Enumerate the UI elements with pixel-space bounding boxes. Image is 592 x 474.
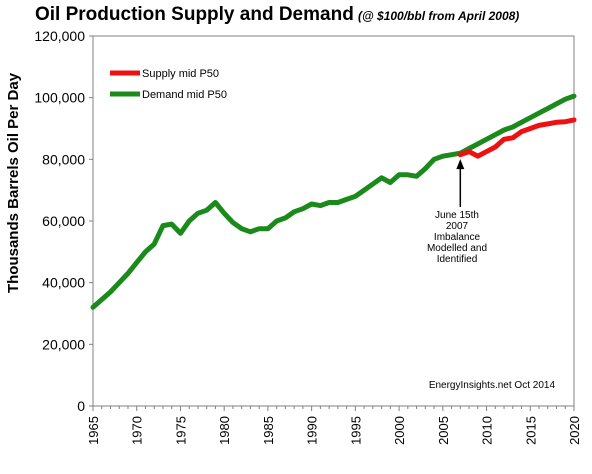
y-tick-label: 40,000 [42,275,85,291]
x-tick-label: 2010 [480,416,495,445]
x-tick-label: 2000 [392,416,407,445]
y-tick-label: 60,000 [42,213,85,229]
y-tick-label: 80,000 [42,151,85,167]
annotation-arrow-head [456,159,465,170]
chart-title: Oil Production Supply and Demand [35,4,354,25]
legend: Supply mid P50 Demand mid P50 [110,68,227,101]
plot-area [92,35,575,407]
x-axis: 1965 1970 1975 1980 1985 1990 1995 2000 2005 2010… [86,406,582,445]
x-tick-label: 2005 [436,416,451,445]
y-tick-label: 120,000 [34,28,85,44]
y-tick-label: 20,000 [42,336,85,352]
annotation-line-5: Identified [437,254,478,265]
series-line-demand [90,93,577,310]
chart-credit: EnergyInsights.net Oct 2014 [429,380,556,391]
annotation-line-4: Modelled and [427,243,487,254]
y-tick-label: 100,000 [34,90,85,106]
y-axis-label: Thousands Barrels Oil Per Day [5,72,22,293]
x-tick-label: 1990 [305,416,320,445]
x-tick-label: 1995 [348,416,363,445]
annotation: June 15th 2007 Imbalance Modelled and Id… [427,159,487,265]
chart-subtitle: (@ $100/bbl from April 2008) [358,9,519,23]
x-tick-label: 1980 [217,416,232,445]
annotation-line-1: June 15th [435,210,479,221]
legend-label-supply: Supply mid P50 [142,68,219,80]
y-tick-label: 0 [77,398,85,414]
x-tick-label: 1985 [261,416,276,445]
x-tick-label: 2015 [523,416,538,445]
annotation-line-3: Imbalance [434,232,481,243]
x-tick-label: 1965 [86,416,101,445]
x-tick-label: 1970 [130,416,145,445]
series-line-supply [457,117,577,159]
y-axis: 0 20,000 40,000 60,000 80,000 100,000 120,000 [34,28,93,414]
series-layer [90,93,577,310]
x-tick-label: 2020 [567,416,582,445]
legend-label-demand: Demand mid P50 [142,89,227,101]
annotation-line-2: 2007 [446,221,469,232]
x-tick-label: 1975 [173,416,188,445]
